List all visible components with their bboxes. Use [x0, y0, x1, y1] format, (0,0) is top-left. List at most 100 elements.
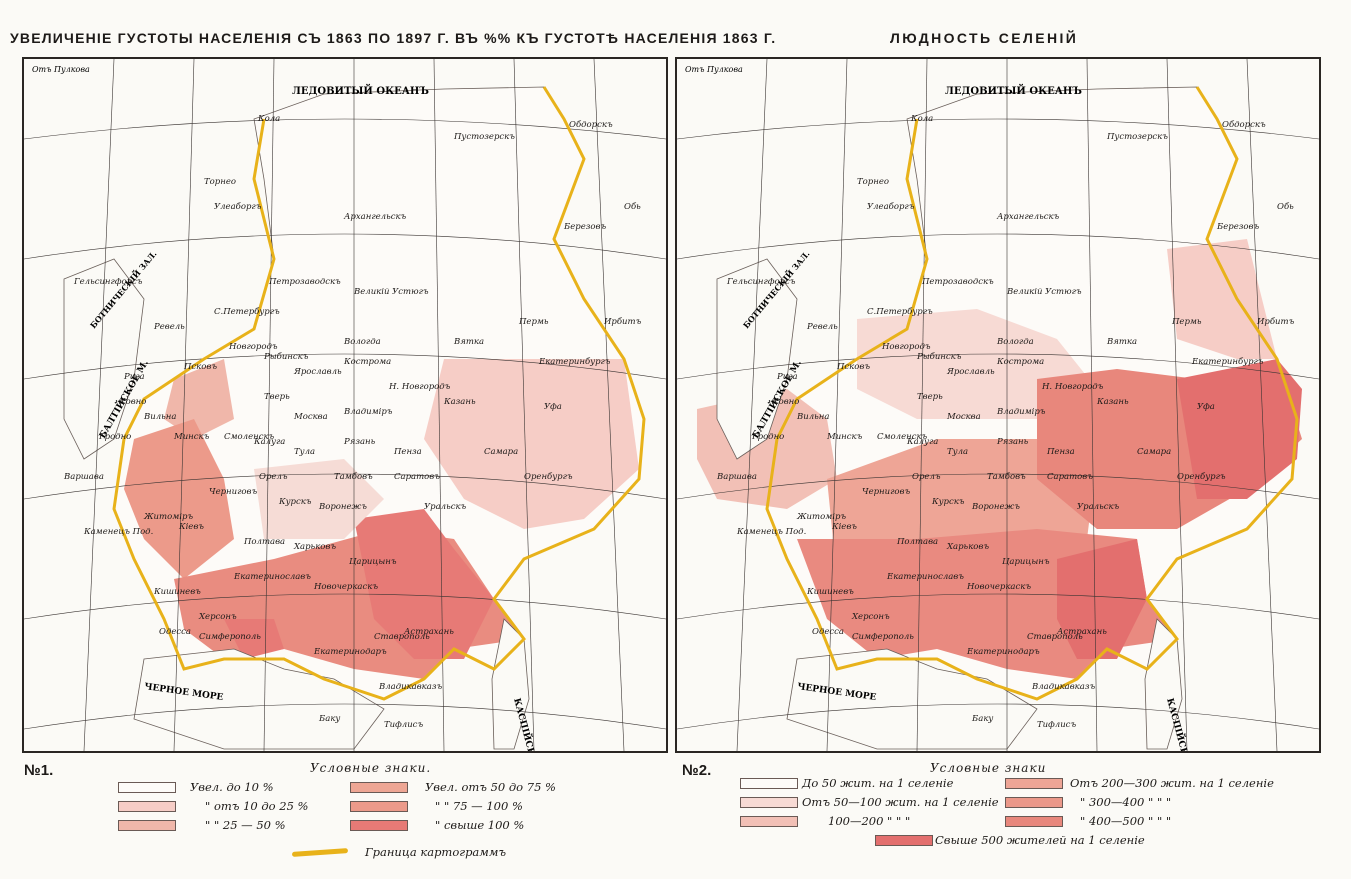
svg-text:Вологда: Вологда	[343, 337, 381, 347]
baltic-sea	[716, 258, 798, 460]
legend2-swatch-0	[740, 778, 798, 789]
svg-text:Новочеркаскъ: Новочеркаскъ	[966, 582, 1031, 592]
svg-text:Ревель: Ревель	[806, 322, 838, 332]
map2-title: ЛЮДНОСТЬ СЕЛЕНIЙ	[890, 30, 1079, 46]
city-labels: Кола Архангельскъ Пустозерскъ Обдорскъ Б…	[716, 114, 1295, 730]
svg-text:Псковъ: Псковъ	[836, 362, 870, 372]
svg-text:Ярославль: Ярославль	[293, 367, 342, 377]
legend2-label-1: Отъ 50—100 жит. на 1 селенiе	[802, 795, 999, 809]
svg-text:Смоленскъ: Смоленскъ	[224, 432, 275, 442]
svg-text:Минскъ: Минскъ	[826, 432, 863, 442]
map2-number: №2.	[682, 762, 712, 779]
svg-text:Царицынъ: Царицынъ	[1002, 557, 1050, 567]
svg-text:Екатеринбургъ: Екатеринбургъ	[1191, 356, 1264, 367]
svg-text:Варшава: Варшава	[63, 472, 104, 482]
region-shaded-100-plus	[354, 509, 494, 659]
svg-text:Воронежъ: Воронежъ	[971, 502, 1020, 512]
svg-text:Петрозаводскъ: Петрозаводскъ	[268, 277, 341, 287]
svg-text:Торнео: Торнео	[857, 177, 889, 187]
svg-text:Н. Новгородъ: Н. Новгородъ	[388, 382, 451, 392]
svg-text:Владикавказъ: Владикавказъ	[1031, 682, 1095, 692]
region-shaded-25-50	[164, 359, 234, 439]
svg-text:Кiевъ: Кiевъ	[178, 522, 204, 532]
svg-text:Кишиневъ: Кишиневъ	[806, 587, 854, 597]
svg-text:Обдорскъ: Обдорскъ	[1222, 119, 1266, 130]
map1-number: №1.	[24, 762, 54, 779]
svg-text:Харьковъ: Харьковъ	[946, 542, 989, 552]
svg-text:Н. Новгородъ: Н. Новгородъ	[1041, 382, 1104, 392]
region-shaded-10-25-east	[424, 359, 639, 529]
svg-text:Тифлисъ: Тифлисъ	[384, 720, 423, 730]
legend1-swatch-2	[118, 820, 176, 831]
svg-text:Владимiръ: Владимiръ	[996, 407, 1046, 417]
svg-text:Черниговъ: Черниговъ	[862, 487, 910, 497]
map1-frame[interactable]: ЛЕДОВИТЫЙ ОКЕАНЪ Отъ Пулкова ЧЕРНОЕ МОРЕ…	[22, 57, 668, 753]
svg-text:Рязань: Рязань	[996, 437, 1029, 447]
legend1-heading: Условные знаки.	[310, 761, 432, 775]
svg-text:Курскъ: Курскъ	[278, 497, 312, 507]
svg-text:С.Петербургъ: С.Петербургъ	[214, 306, 280, 317]
legend2-swatch-6	[875, 835, 933, 846]
black-sea	[786, 648, 1038, 750]
svg-text:Оренбургъ: Оренбургъ	[1177, 471, 1226, 482]
svg-text:Пермь: Пермь	[518, 317, 549, 327]
svg-text:Оренбургъ: Оренбургъ	[524, 471, 573, 482]
legend1-label-5: " свыше 100 %	[435, 818, 525, 832]
svg-text:С.Петербургъ: С.Петербургъ	[867, 306, 933, 317]
svg-text:Тамбовъ: Тамбовъ	[987, 471, 1026, 482]
svg-text:Уральскъ: Уральскъ	[424, 502, 467, 512]
map2-frame[interactable]: ЛЕДОВИТЫЙ ОКЕАНЪ Отъ Пулкова ЧЕРНОЕ МОРЕ…	[675, 57, 1321, 753]
legend1-label-1: " отъ 10 до 25 %	[205, 799, 309, 813]
svg-text:Рыбинскъ: Рыбинскъ	[916, 351, 962, 362]
svg-text:Астрахань: Астрахань	[403, 627, 454, 637]
region-200-300-northeast	[1167, 239, 1277, 359]
legend1-label-4: " " 75 — 100 %	[435, 799, 523, 813]
svg-text:Вильна: Вильна	[143, 412, 176, 422]
svg-text:Херсонъ: Херсонъ	[851, 612, 890, 622]
legend1-border-line	[291, 848, 349, 857]
kartogram-border	[112, 86, 646, 701]
svg-text:Ковно: Ковно	[118, 397, 146, 407]
svg-text:Тверь: Тверь	[264, 392, 290, 402]
svg-text:Полтава: Полтава	[243, 537, 285, 547]
svg-text:Гродно: Гродно	[98, 432, 131, 442]
svg-text:Каменецъ Под.: Каменецъ Под.	[736, 527, 806, 537]
graticule	[677, 59, 1319, 751]
svg-text:Пенза: Пенза	[393, 447, 422, 457]
svg-text:Екатеринодаръ: Екатеринодаръ	[966, 647, 1040, 657]
svg-text:Орелъ: Орелъ	[912, 472, 941, 482]
svg-text:Псковъ: Псковъ	[183, 362, 217, 372]
svg-text:Симферополь: Симферополь	[199, 632, 261, 642]
svg-text:Ставрополь: Ставрополь	[1027, 632, 1083, 642]
svg-text:Одесса: Одесса	[812, 627, 844, 637]
svg-text:Вятка: Вятка	[1106, 337, 1137, 347]
legend2-swatch-5	[1005, 816, 1063, 827]
svg-text:Ирбитъ: Ирбитъ	[1256, 316, 1295, 327]
map2-svg[interactable]: ЛЕДОВИТЫЙ ОКЕАНЪ Отъ Пулкова ЧЕРНОЕ МОРЕ…	[677, 59, 1319, 751]
legend1-label-3: Увел. отъ 50 до 75 %	[425, 780, 556, 794]
region-shaded-10-25-mid	[254, 459, 384, 539]
legend1-label-0: Увел. до 10 %	[190, 780, 274, 794]
svg-text:Астрахань: Астрахань	[1056, 627, 1107, 637]
svg-text:Пустозерскъ: Пустозерскъ	[453, 132, 515, 142]
svg-text:Вятка: Вятка	[453, 337, 484, 347]
svg-text:Кострома: Кострома	[996, 357, 1044, 367]
legend2-swatch-2	[740, 816, 798, 827]
svg-text:Кiевъ: Кiевъ	[831, 522, 857, 532]
svg-text:Тифлисъ: Тифлисъ	[1037, 720, 1076, 730]
svg-text:Екатеринославъ: Екатеринославъ	[233, 572, 311, 582]
svg-text:Тула: Тула	[947, 447, 968, 457]
svg-text:Березовъ: Березовъ	[1216, 222, 1259, 232]
legend1-border-label: Граница картограммъ	[365, 845, 507, 859]
svg-text:Тула: Тула	[294, 447, 315, 457]
legend2-label-6: Свыше 500 жителей на 1 селенiе	[935, 833, 1145, 847]
svg-text:Смоленскъ: Смоленскъ	[877, 432, 928, 442]
svg-text:Березовъ: Березовъ	[563, 222, 606, 232]
svg-text:Владикавказъ: Владикавказъ	[378, 682, 442, 692]
svg-text:Симферополь: Симферополь	[852, 632, 914, 642]
map1-svg[interactable]: ЛЕДОВИТЫЙ ОКЕАНЪ Отъ Пулкова ЧЕРНОЕ МОРЕ…	[24, 59, 666, 751]
kartogram-border	[765, 86, 1299, 701]
svg-text:Пенза: Пенза	[1046, 447, 1075, 457]
legend2-label-0: До 50 жит. на 1 селенiе	[802, 776, 954, 790]
svg-text:Ковно: Ковно	[771, 397, 799, 407]
